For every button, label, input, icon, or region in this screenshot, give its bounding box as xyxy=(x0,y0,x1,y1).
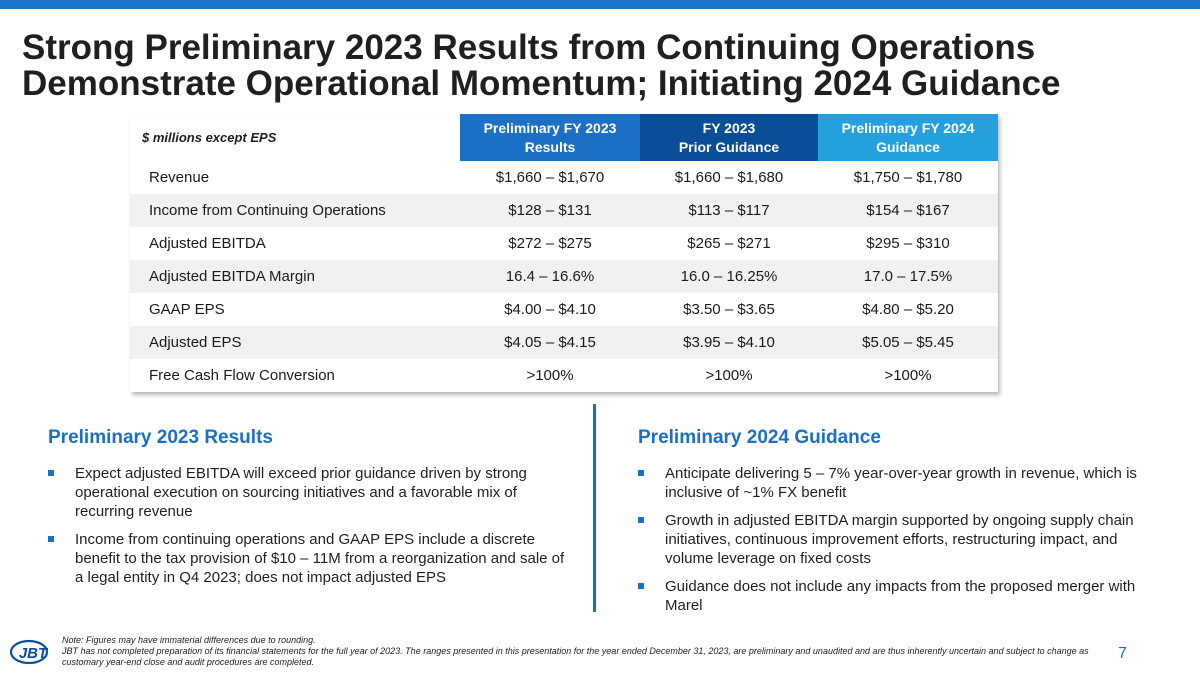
cell-value: $295 – $310 xyxy=(818,227,998,260)
header-prelim-fy2024: Preliminary FY 2024 Guidance xyxy=(818,114,998,161)
cell-value: $4.00 – $4.10 xyxy=(460,293,640,326)
section-heading: Preliminary 2024 Guidance xyxy=(638,427,881,448)
row-label: GAAP EPS xyxy=(130,293,460,326)
footnote-line: Note: Figures may have immaterial differ… xyxy=(62,635,316,645)
row-label: Income from Continuing Operations xyxy=(130,194,460,227)
bullet-list: Expect adjusted EBITDA will exceed prior… xyxy=(48,464,568,587)
slide-title: Strong Preliminary 2023 Results from Con… xyxy=(22,28,1061,103)
cell-value: $4.80 – $5.20 xyxy=(818,293,998,326)
cell-value: $272 – $275 xyxy=(460,227,640,260)
table-row: Adjusted EPS $4.05 – $4.15 $3.95 – $4.10… xyxy=(130,326,998,359)
cell-value: $3.50 – $3.65 xyxy=(640,293,818,326)
list-item: Guidance does not include any impacts fr… xyxy=(638,577,1138,615)
row-label: Free Cash Flow Conversion xyxy=(130,359,460,392)
square-bullet-icon xyxy=(638,517,644,523)
cell-value: >100% xyxy=(460,359,640,392)
table-row: Income from Continuing Operations $128 –… xyxy=(130,194,998,227)
header-line: Guidance xyxy=(876,138,940,155)
cell-value: $4.05 – $4.15 xyxy=(460,326,640,359)
square-bullet-icon xyxy=(48,536,54,542)
row-label: Adjusted EBITDA xyxy=(130,227,460,260)
header-line: Preliminary FY 2024 xyxy=(841,119,975,136)
footnotes: Note: Figures may have immaterial differ… xyxy=(62,635,1102,668)
table-row: Free Cash Flow Conversion >100% >100% >1… xyxy=(130,359,998,392)
header-fy2023-prior-guidance: FY 2023 Prior Guidance xyxy=(640,114,818,161)
header-line: Results xyxy=(524,138,576,155)
list-item: Income from continuing operations and GA… xyxy=(48,530,568,587)
header-line: Prior Guidance xyxy=(678,138,780,155)
row-label: Revenue xyxy=(130,161,460,194)
page-number: 7 xyxy=(1118,645,1127,662)
cell-value: 16.0 – 16.25% xyxy=(640,260,818,293)
square-bullet-icon xyxy=(48,470,54,476)
prelim-2023-results-section: Preliminary 2023 Results Expect adjusted… xyxy=(48,427,568,596)
cell-value: >100% xyxy=(640,359,818,392)
row-label: Adjusted EPS xyxy=(130,326,460,359)
prelim-2024-guidance-section: Preliminary 2024 Guidance Anticipate del… xyxy=(638,427,1138,624)
cell-value: $265 – $271 xyxy=(640,227,818,260)
list-item: Expect adjusted EBITDA will exceed prior… xyxy=(48,464,568,521)
cell-value: $5.05 – $5.45 xyxy=(818,326,998,359)
header-line: FY 2023 xyxy=(702,119,756,136)
table-row: GAAP EPS $4.00 – $4.10 $3.50 – $3.65 $4.… xyxy=(130,293,998,326)
unit-label: $ millions except EPS xyxy=(130,114,460,161)
top-accent-bar xyxy=(0,0,1200,9)
square-bullet-icon xyxy=(638,583,644,589)
table-header-row: $ millions except EPS Preliminary FY 202… xyxy=(130,114,998,161)
cell-value: $3.95 – $4.10 xyxy=(640,326,818,359)
list-item: Growth in adjusted EBITDA margin support… xyxy=(638,511,1138,568)
row-label: Adjusted EBITDA Margin xyxy=(130,260,460,293)
table-row: Adjusted EBITDA $272 – $275 $265 – $271 … xyxy=(130,227,998,260)
section-heading: Preliminary 2023 Results xyxy=(48,427,273,448)
bullet-list: Anticipate delivering 5 – 7% year-over-y… xyxy=(638,464,1138,615)
header-line: Preliminary FY 2023 xyxy=(483,119,617,136)
cell-value: $113 – $117 xyxy=(640,194,818,227)
bullet-text: Expect adjusted EBITDA will exceed prior… xyxy=(75,465,527,520)
cell-value: $154 – $167 xyxy=(818,194,998,227)
cell-value: $1,660 – $1,680 xyxy=(640,161,818,194)
cell-value: >100% xyxy=(818,359,998,392)
cell-value: $128 – $131 xyxy=(460,194,640,227)
bullet-text: Growth in adjusted EBITDA margin support… xyxy=(665,512,1134,567)
section-divider xyxy=(593,404,596,612)
bullet-text: Income from continuing operations and GA… xyxy=(75,531,565,586)
logo-text: JBT xyxy=(19,645,49,662)
cell-value: $1,750 – $1,780 xyxy=(818,161,998,194)
logo-ring xyxy=(9,639,49,665)
bullet-text: Anticipate delivering 5 – 7% year-over-y… xyxy=(665,465,1137,501)
table-row: Adjusted EBITDA Margin 16.4 – 16.6% 16.0… xyxy=(130,260,998,293)
square-bullet-icon xyxy=(638,470,644,476)
jbt-logo: JBT xyxy=(9,639,49,665)
list-item: Anticipate delivering 5 – 7% year-over-y… xyxy=(638,464,1138,502)
guidance-table: $ millions except EPS Preliminary FY 202… xyxy=(130,114,998,392)
cell-value: $1,660 – $1,670 xyxy=(460,161,640,194)
header-prelim-fy2023: Preliminary FY 2023 Results xyxy=(460,114,640,161)
cell-value: 17.0 – 17.5% xyxy=(818,260,998,293)
cell-value: 16.4 – 16.6% xyxy=(460,260,640,293)
footnote-line: JBT has not completed preparation of its… xyxy=(62,646,1089,667)
table-row: Revenue $1,660 – $1,670 $1,660 – $1,680 … xyxy=(130,161,998,194)
bullet-text: Guidance does not include any impacts fr… xyxy=(665,578,1136,614)
